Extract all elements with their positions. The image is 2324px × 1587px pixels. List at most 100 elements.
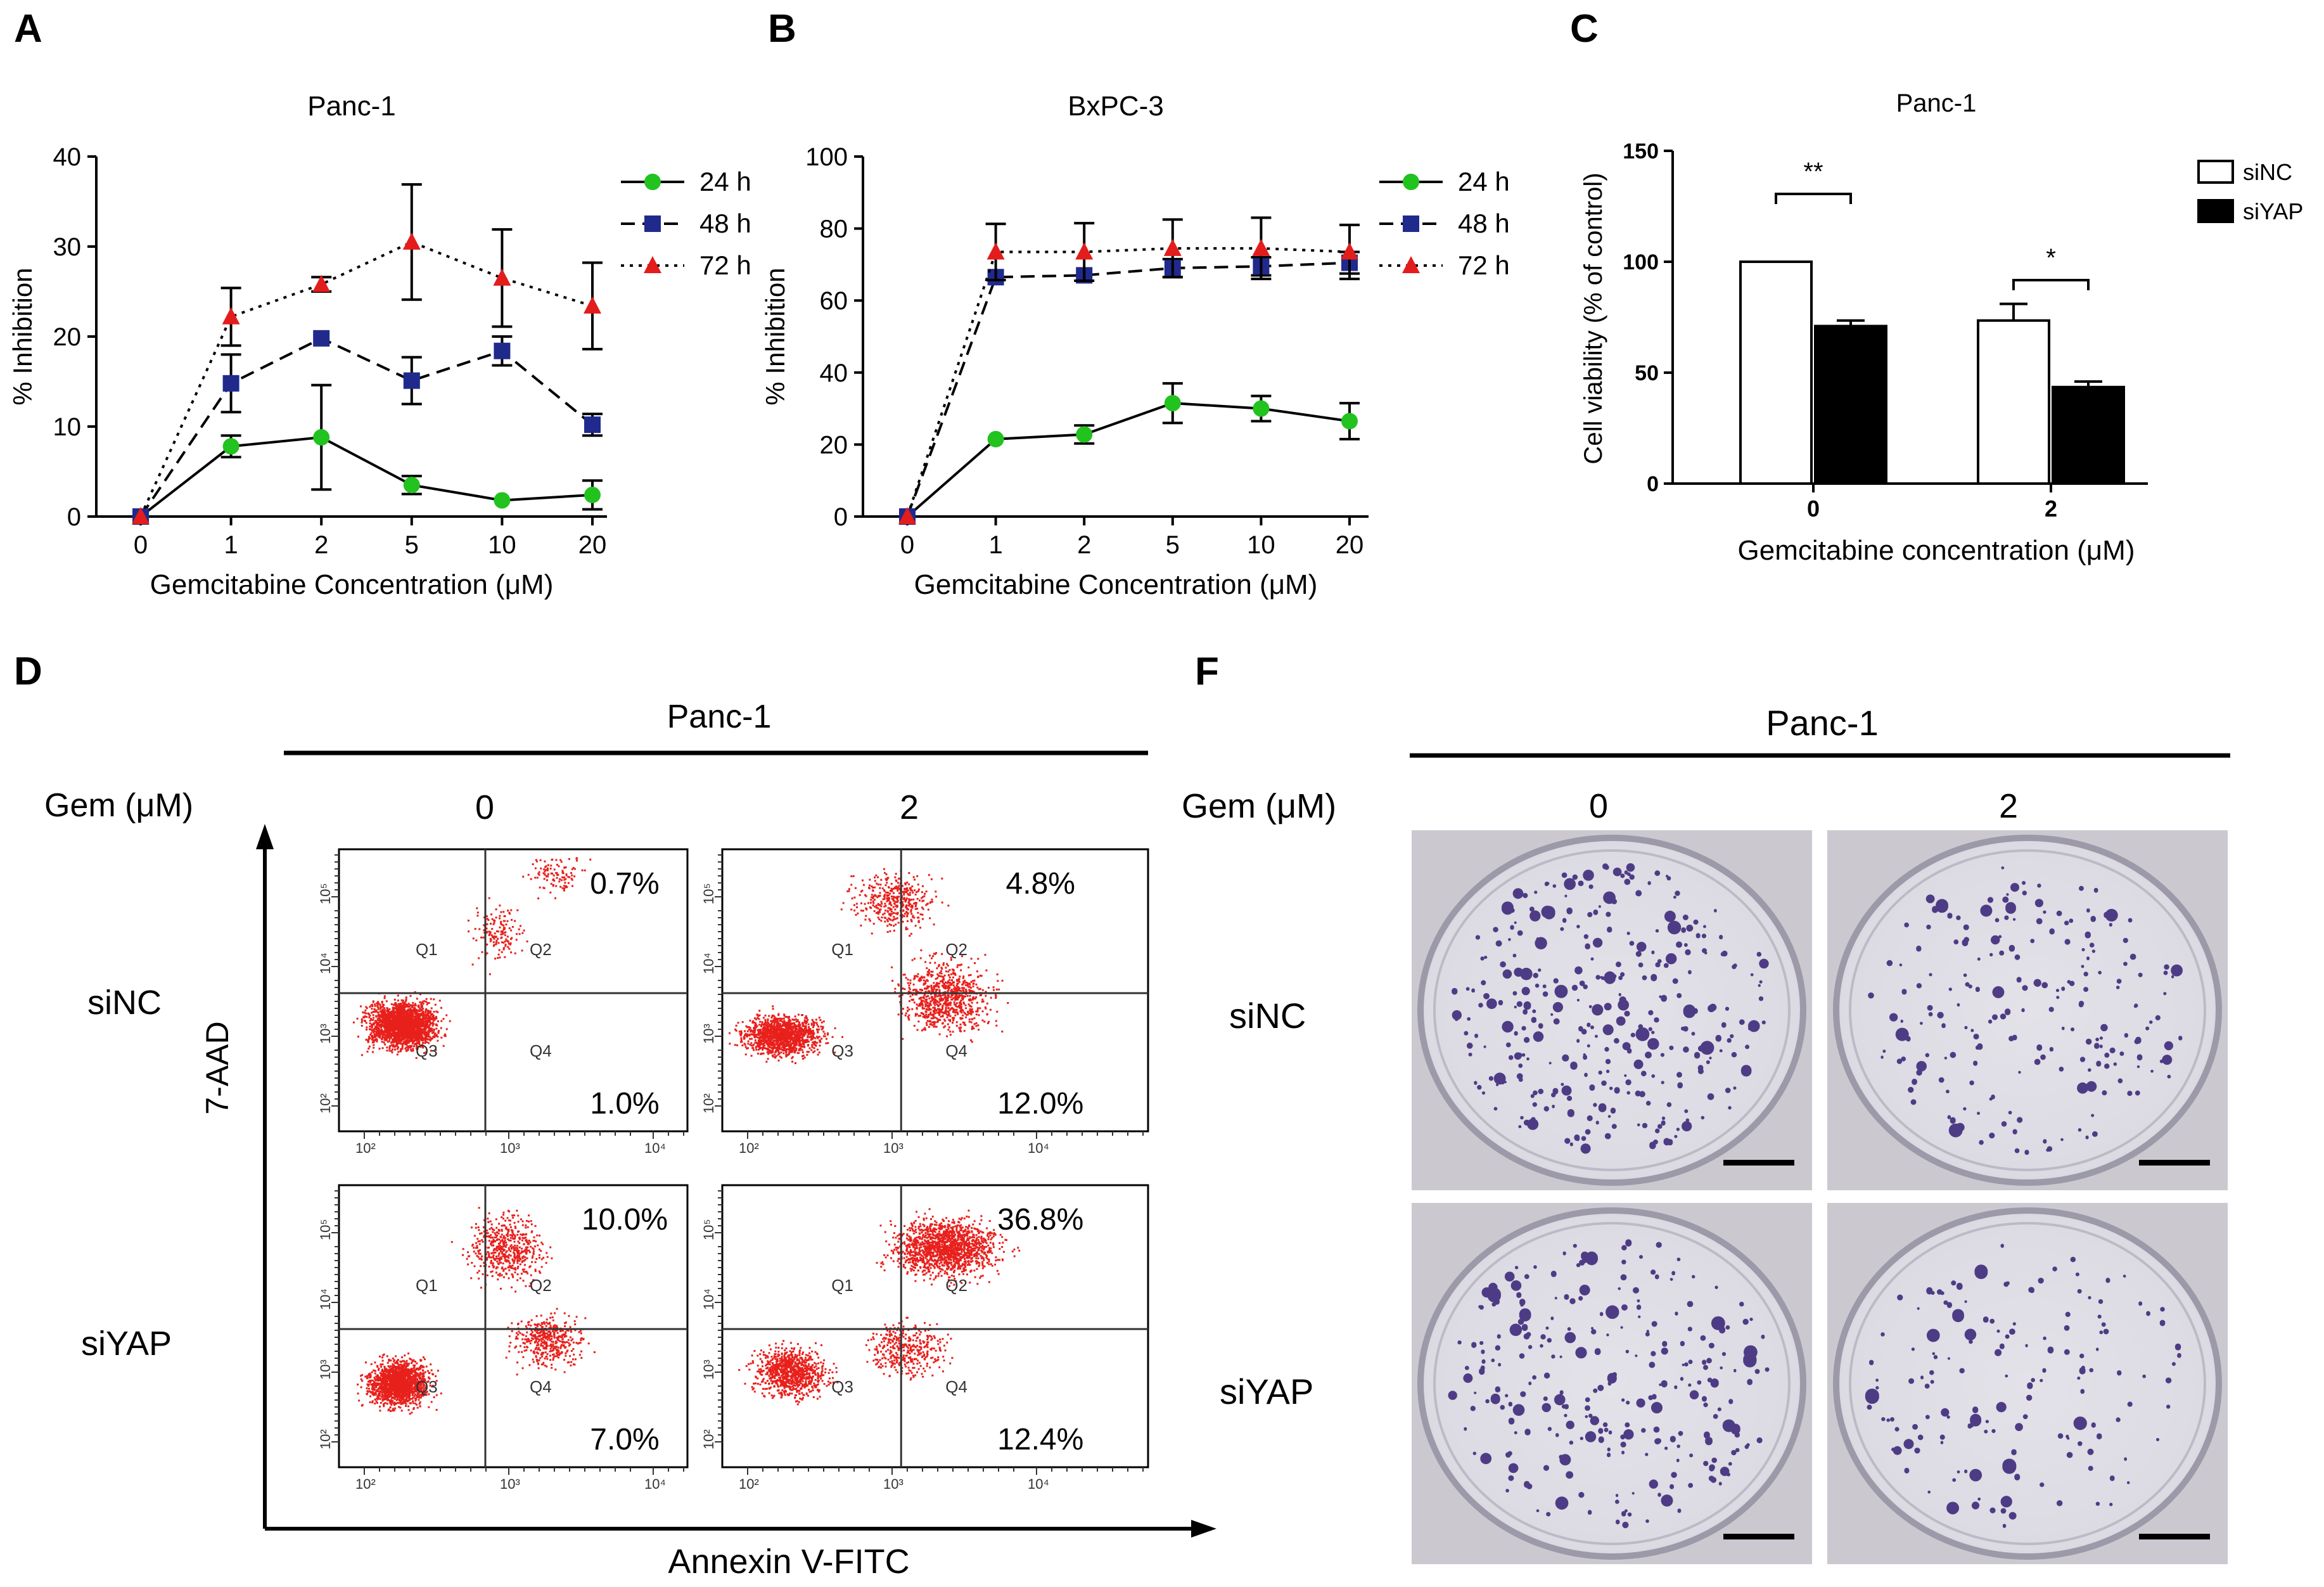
dish-sinc-0 bbox=[1412, 830, 1812, 1190]
x-tick-label: 10³ bbox=[500, 1476, 520, 1492]
panel-letter-c: C bbox=[1570, 7, 1599, 51]
quadrant-label: Q3 bbox=[416, 1377, 438, 1396]
panel-letter-f: F bbox=[1195, 650, 1219, 693]
significance-bracket bbox=[1775, 193, 1852, 204]
bar-siYAP bbox=[2052, 385, 2125, 485]
data-point bbox=[403, 477, 420, 494]
panel-d-row-sinc: siNC bbox=[87, 984, 162, 1022]
chart-title: BxPC-3 bbox=[1068, 91, 1164, 122]
panel-d-flow-cytometry: Panc-1 Gem (μM) 0 2 siNC siYAP 7-AAD Ann… bbox=[44, 698, 1216, 1581]
colonies bbox=[1865, 1243, 2181, 1528]
dish-inner-rim bbox=[1849, 1222, 2206, 1545]
quadrant-label: Q4 bbox=[530, 1041, 552, 1060]
panel-d-header: Panc-1 bbox=[667, 698, 772, 735]
dish-inner-rim bbox=[1433, 1222, 1791, 1545]
x-tick-label: 2 bbox=[1077, 531, 1091, 559]
upper-right-percent: 10.0% bbox=[582, 1203, 668, 1237]
x-tick-label: 10 bbox=[488, 531, 516, 559]
y-tick-label: 10⁴ bbox=[317, 953, 333, 974]
x-tick-label: 10³ bbox=[883, 1140, 903, 1156]
flow-plot-siYAP-0: Q1 Q2 Q3 Q4 10.0% 7.0% 10² 10² 10³ 10³ 10⁴ 10⁴ 10⁵ bbox=[317, 1184, 689, 1492]
data-point bbox=[222, 307, 240, 324]
series-line-24h bbox=[139, 435, 593, 518]
quadrant-label: Q2 bbox=[945, 940, 967, 959]
legend-label: 48 h bbox=[699, 209, 751, 238]
panel-d-y-axis-label: 7-AAD bbox=[200, 1021, 235, 1114]
y-tick-label: 10² bbox=[701, 1429, 717, 1449]
data-point bbox=[313, 429, 330, 446]
panel-d-col-2: 2 bbox=[900, 788, 919, 826]
legend-marker bbox=[1403, 215, 1419, 232]
x-tick-label: 10 bbox=[1247, 531, 1275, 559]
y-tick-label: 20 bbox=[820, 431, 848, 459]
quadrant-label: Q3 bbox=[831, 1377, 853, 1396]
series-line-72h bbox=[906, 247, 1350, 517]
data-point bbox=[1341, 242, 1358, 260]
x-tick-label: 5 bbox=[1166, 531, 1180, 559]
data-point bbox=[584, 486, 601, 503]
y-tick-label: 50 bbox=[1635, 361, 1659, 385]
x-tick-label: 10³ bbox=[500, 1140, 520, 1156]
legend-label: 24 h bbox=[1458, 167, 1510, 196]
panel-f-col-0: 0 bbox=[1589, 787, 1608, 825]
panel-d-gem-label: Gem (μM) bbox=[44, 787, 193, 824]
flow-plot-siNC-0: Q1 Q2 Q3 Q4 0.7% 1.0% 10² 10² 10³ 10³ 10⁴ 10⁴ 10⁵ bbox=[317, 848, 689, 1156]
data-point bbox=[584, 416, 601, 434]
x-tick-label: 2 bbox=[314, 531, 328, 559]
x-tick-label: 1 bbox=[224, 531, 238, 559]
data-point bbox=[898, 507, 916, 524]
legend-marker bbox=[644, 215, 661, 232]
x-tick-label: 10⁴ bbox=[1028, 1476, 1049, 1492]
y-tick-label: 20 bbox=[53, 323, 82, 351]
upper-right-percent: 0.7% bbox=[590, 867, 659, 901]
significance-bracket bbox=[2012, 279, 2090, 290]
x-tick-label: 10² bbox=[739, 1476, 759, 1492]
dish-rim bbox=[1833, 835, 2222, 1186]
data-point bbox=[1076, 426, 1093, 443]
upper-right-percent: 4.8% bbox=[1006, 867, 1075, 901]
y-tick-label: 10³ bbox=[317, 1359, 333, 1380]
series-line-72h bbox=[139, 240, 593, 517]
panel-f-col-2: 2 bbox=[1999, 787, 2018, 825]
chart-title: Panc-1 bbox=[1896, 89, 1977, 117]
upper-right-percent: 36.8% bbox=[997, 1203, 1083, 1237]
dish-siyap-2 bbox=[1827, 1203, 2228, 1564]
y-axis-label: Cell viability (% of control) bbox=[1580, 172, 1607, 464]
colony-dishes bbox=[1412, 830, 2228, 1564]
significance-label: ** bbox=[1803, 158, 1823, 186]
flow-events bbox=[352, 857, 592, 1059]
quadrant-label: Q4 bbox=[945, 1041, 967, 1060]
x-tick-label: 10² bbox=[355, 1476, 376, 1492]
y-tick-label: 10² bbox=[317, 1093, 333, 1114]
flow-plot-frame bbox=[721, 848, 1149, 1133]
x-tick-label: 10⁴ bbox=[644, 1140, 666, 1156]
y-tick-label: 40 bbox=[820, 359, 848, 387]
data-point bbox=[402, 232, 421, 250]
y-tick-label: 10⁴ bbox=[701, 953, 717, 974]
y-tick-label: 10⁴ bbox=[701, 1288, 717, 1310]
data-point bbox=[1164, 395, 1181, 412]
data-point bbox=[222, 438, 239, 455]
quadrant-label: Q1 bbox=[416, 1276, 438, 1295]
quadrant-label: Q4 bbox=[530, 1377, 552, 1396]
data-point bbox=[312, 274, 331, 292]
y-tick-label: 10² bbox=[317, 1429, 333, 1449]
y-tick-label: 10³ bbox=[701, 1359, 717, 1380]
quadrant-label: Q3 bbox=[416, 1041, 438, 1060]
dish-sinc-2 bbox=[1827, 830, 2228, 1190]
quadrant-label: Q2 bbox=[530, 1276, 552, 1295]
legend-marker bbox=[1403, 174, 1419, 190]
x-tick-label: 10⁴ bbox=[1028, 1140, 1049, 1156]
y-tick-label: 100 bbox=[805, 143, 848, 171]
x-tick-label: 10² bbox=[355, 1140, 376, 1156]
bar-siNC bbox=[1977, 319, 2050, 485]
data-point bbox=[1163, 238, 1182, 256]
y-tick-label: 10⁵ bbox=[701, 883, 717, 904]
y-tick-label: 80 bbox=[820, 215, 848, 243]
panel-d-col-0: 0 bbox=[475, 788, 494, 826]
flow-events bbox=[738, 1208, 1021, 1406]
x-tick-label: 0 bbox=[900, 531, 914, 559]
data-point bbox=[987, 430, 1004, 447]
legend-label: siNC bbox=[2243, 159, 2292, 185]
data-point bbox=[1341, 413, 1358, 430]
